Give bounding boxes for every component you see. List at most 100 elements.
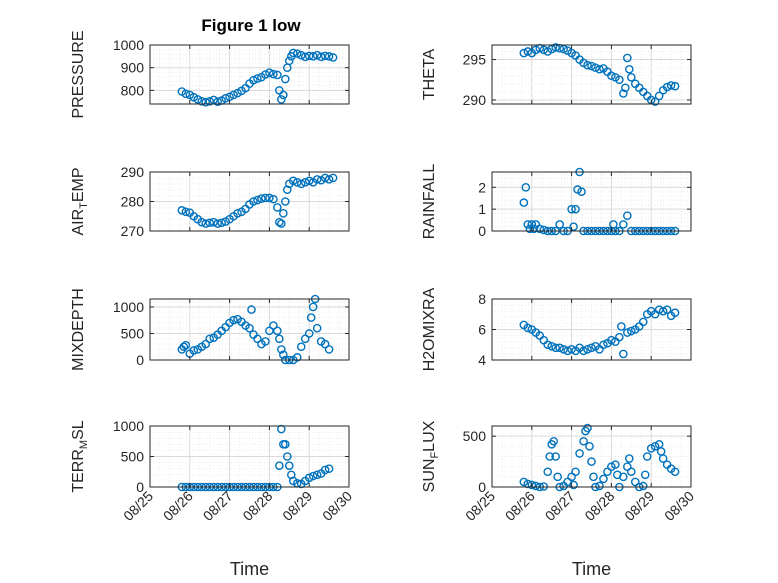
data-point bbox=[324, 464, 334, 474]
y-tick-label: 290 bbox=[463, 92, 487, 108]
data-point bbox=[599, 474, 608, 484]
data-point bbox=[577, 187, 586, 196]
data-point bbox=[197, 96, 207, 106]
data-point bbox=[288, 176, 298, 186]
data-point bbox=[539, 45, 549, 55]
data-point bbox=[623, 328, 632, 337]
data-point bbox=[591, 63, 600, 72]
subplot-theta: 290 295 THETA bbox=[421, 43, 692, 108]
y-tick-label: 500 bbox=[121, 325, 145, 341]
data-point bbox=[607, 71, 616, 81]
data-point bbox=[662, 305, 672, 314]
data-point bbox=[300, 178, 310, 187]
data-point bbox=[300, 52, 310, 62]
data-point bbox=[181, 207, 191, 217]
axes-box bbox=[491, 171, 692, 232]
data-point bbox=[304, 329, 314, 338]
plot-area bbox=[492, 45, 691, 104]
data-point bbox=[571, 204, 580, 214]
data-point bbox=[587, 343, 596, 353]
data-point bbox=[277, 95, 286, 104]
data-point bbox=[579, 436, 588, 446]
data-point bbox=[249, 197, 258, 206]
data-point bbox=[277, 345, 286, 354]
data-point bbox=[543, 340, 553, 350]
y-tick-label: 0 bbox=[136, 479, 144, 495]
y-tick-label: 8 bbox=[478, 291, 486, 307]
y-tick-label: 0 bbox=[136, 352, 144, 368]
data-point bbox=[217, 218, 226, 228]
data-point bbox=[320, 339, 330, 349]
data-point bbox=[312, 175, 322, 184]
data-point bbox=[316, 52, 326, 62]
data-point bbox=[328, 53, 338, 62]
data-point bbox=[615, 75, 624, 85]
data-point bbox=[623, 211, 632, 221]
data-point bbox=[553, 472, 562, 482]
data-point bbox=[304, 473, 314, 483]
data-point bbox=[273, 326, 282, 336]
data-point bbox=[619, 89, 628, 98]
data-point bbox=[279, 350, 288, 359]
data-point bbox=[312, 323, 322, 333]
data-point bbox=[619, 472, 628, 482]
x-axis-label: Time bbox=[230, 559, 269, 579]
data-point bbox=[555, 343, 564, 353]
subplot-air-temp: 270 280 290 AIRTEMP bbox=[70, 164, 350, 239]
data-point bbox=[292, 49, 302, 58]
data-point bbox=[627, 326, 636, 336]
data-point bbox=[559, 345, 568, 354]
data-point bbox=[247, 305, 256, 314]
data-point bbox=[658, 306, 668, 316]
subplot-sun-flux: 08/25 08/26 08/27 08/28 08/29 08/300500SUNFLU… bbox=[421, 420, 697, 579]
y-tick-label: 6 bbox=[478, 322, 486, 338]
data-point bbox=[213, 97, 222, 107]
data-point bbox=[265, 326, 274, 336]
data-point bbox=[209, 217, 218, 227]
data-point bbox=[177, 206, 187, 215]
data-point bbox=[595, 481, 604, 491]
data-point bbox=[292, 353, 302, 362]
data-point bbox=[640, 470, 650, 480]
data-point bbox=[273, 203, 282, 212]
data-point bbox=[292, 178, 302, 187]
data-point bbox=[324, 345, 334, 354]
data-point bbox=[201, 219, 211, 228]
data-point bbox=[627, 73, 636, 82]
data-point bbox=[308, 471, 318, 481]
data-point bbox=[638, 481, 648, 491]
data-point bbox=[277, 219, 286, 228]
data-point bbox=[261, 70, 270, 79]
data-point bbox=[179, 342, 189, 352]
data-point bbox=[519, 198, 529, 207]
x-tick-label: 08/26 bbox=[502, 488, 538, 524]
figure-title: Figure 1 low bbox=[201, 16, 301, 35]
data-point bbox=[638, 317, 648, 327]
data-point bbox=[253, 74, 262, 83]
data-point bbox=[666, 81, 676, 90]
data-point bbox=[555, 220, 564, 229]
data-point bbox=[567, 204, 576, 214]
data-point bbox=[529, 224, 539, 234]
x-tick-label: 08/29 bbox=[621, 488, 657, 524]
data-point bbox=[615, 332, 624, 342]
data-point bbox=[265, 193, 274, 203]
y-tick-label: 270 bbox=[121, 223, 145, 239]
y-tick-label: 500 bbox=[463, 428, 487, 444]
data-point bbox=[269, 194, 278, 204]
data-point bbox=[551, 343, 560, 353]
data-point bbox=[197, 217, 207, 227]
data-point bbox=[599, 340, 608, 350]
data-point bbox=[527, 480, 537, 490]
data-point bbox=[193, 95, 203, 104]
data-point bbox=[549, 436, 558, 446]
data-point bbox=[621, 83, 630, 93]
data-point bbox=[519, 48, 529, 58]
y-tick-label: 280 bbox=[121, 194, 145, 210]
data-point bbox=[575, 449, 584, 458]
data-point bbox=[654, 91, 664, 101]
data-point bbox=[531, 45, 541, 55]
y-axis-label: AIRTEMP bbox=[70, 167, 90, 235]
data-point bbox=[221, 94, 230, 103]
y-tick-label: 290 bbox=[121, 164, 145, 180]
